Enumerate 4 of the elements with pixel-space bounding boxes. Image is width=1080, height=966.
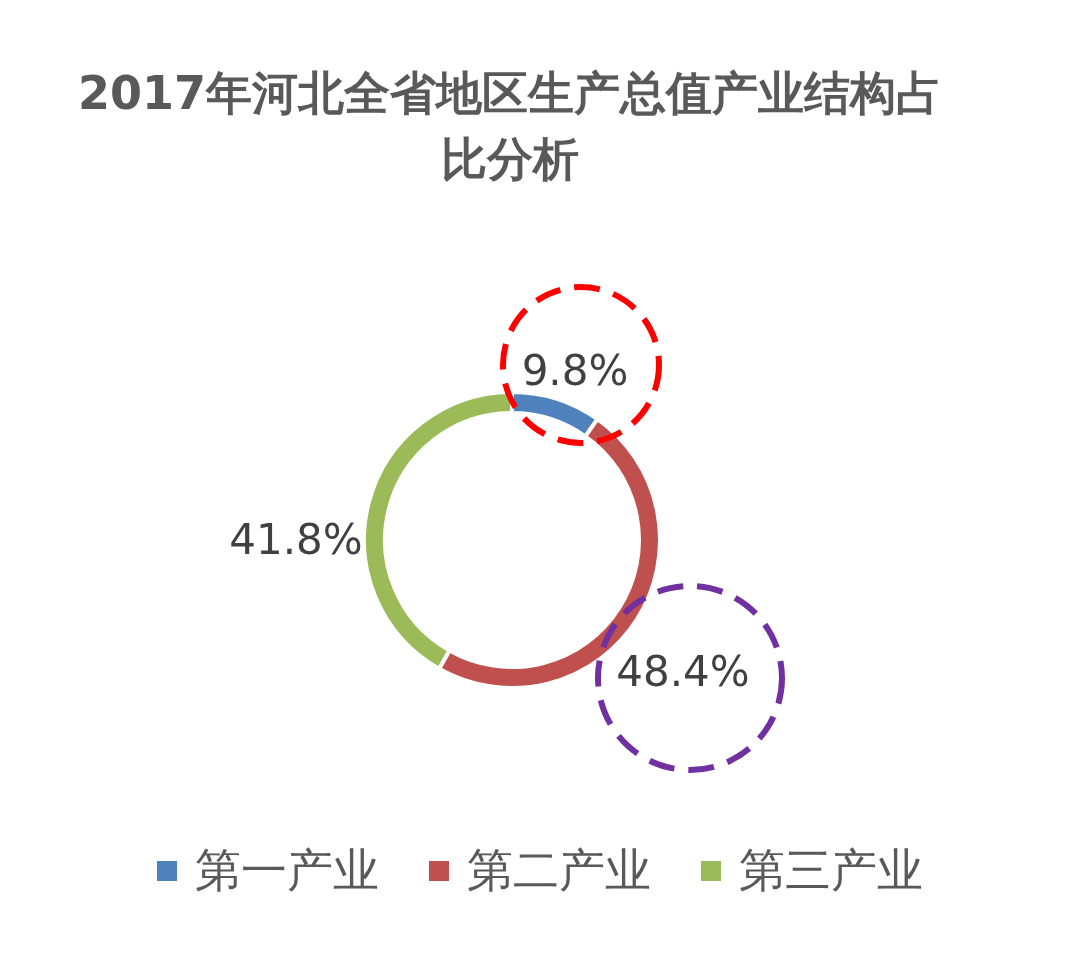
legend-label: 第一产业 xyxy=(195,842,379,899)
chart-title: 2017年河北全省地区生产总值产业结构占比分析 xyxy=(77,65,943,188)
legend-label: 第二产业 xyxy=(467,842,651,899)
legend-label: 第三产业 xyxy=(739,842,923,899)
